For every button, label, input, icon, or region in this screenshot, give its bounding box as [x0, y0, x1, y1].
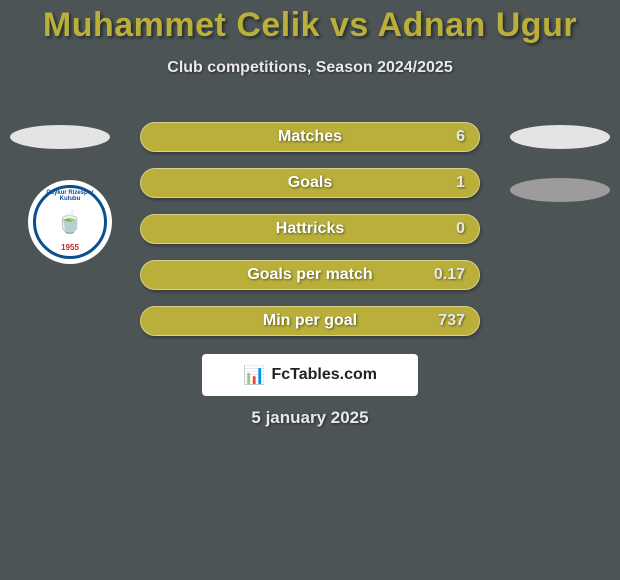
stat-label: Goals per match — [247, 266, 372, 284]
stat-bar-matches: Matches 6 — [140, 122, 480, 152]
stat-bar-hattricks: Hattricks 0 — [140, 214, 480, 244]
stat-value: 737 — [438, 312, 465, 330]
chart-icon: 📊 — [243, 365, 265, 386]
site-attribution: 📊 FcTables.com — [202, 354, 418, 396]
stat-bar-mpg: Min per goal 737 — [140, 306, 480, 336]
stat-value: 6 — [456, 128, 465, 146]
tea-icon: 🍵 — [48, 200, 92, 244]
stat-bar-goals: Goals 1 — [140, 168, 480, 198]
stat-value: 0 — [456, 220, 465, 238]
stat-label: Goals — [288, 174, 332, 192]
stat-value: 1 — [456, 174, 465, 192]
left-accent-ellipse — [10, 125, 110, 149]
logo-ring: Caykur Rizespor Kulubu 🍵 1955 — [33, 185, 107, 259]
date-label: 5 january 2025 — [0, 408, 620, 428]
page-subtitle: Club competitions, Season 2024/2025 — [0, 59, 620, 77]
logo-club-name: Caykur Rizespor Kulubu — [36, 190, 104, 202]
stat-bar-gpm: Goals per match 0.17 — [140, 260, 480, 290]
right-accent-ellipse-2 — [510, 178, 610, 202]
logo-year: 1955 — [61, 243, 79, 252]
club-logo: Caykur Rizespor Kulubu 🍵 1955 — [28, 180, 112, 264]
stat-value: 0.17 — [434, 266, 465, 284]
stat-label: Matches — [278, 128, 342, 146]
right-accent-ellipse-1 — [510, 125, 610, 149]
site-name: FcTables.com — [271, 366, 377, 384]
infographic-container: Muhammet Celik vs Adnan Ugur Club compet… — [0, 0, 620, 580]
stat-label: Min per goal — [263, 312, 357, 330]
stats-bars: Matches 6 Goals 1 Hattricks 0 Goals per … — [140, 122, 480, 352]
stat-label: Hattricks — [276, 220, 344, 238]
page-title: Muhammet Celik vs Adnan Ugur — [0, 0, 620, 45]
